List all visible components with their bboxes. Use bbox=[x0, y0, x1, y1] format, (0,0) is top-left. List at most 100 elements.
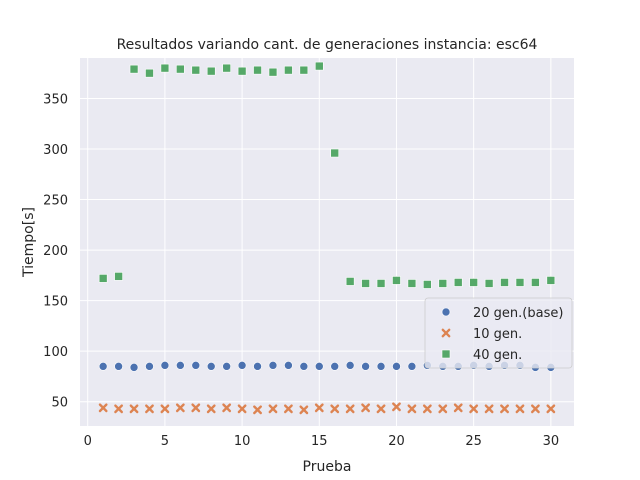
x-tick-label: 15 bbox=[311, 434, 328, 449]
data-point bbox=[453, 403, 463, 413]
data-point bbox=[206, 362, 216, 371]
data-point bbox=[175, 403, 185, 413]
data-point bbox=[376, 404, 386, 414]
data-point bbox=[500, 278, 509, 287]
x-tick-label: 25 bbox=[465, 434, 482, 449]
data-point bbox=[345, 277, 355, 286]
data-point bbox=[361, 279, 370, 288]
x-tick-label: 20 bbox=[388, 434, 405, 449]
data-point bbox=[299, 65, 309, 75]
x-tick-label: 10 bbox=[234, 434, 251, 449]
chart-title: Resultados variando cant. de generacione… bbox=[117, 37, 538, 53]
data-point bbox=[392, 362, 401, 371]
data-point bbox=[284, 361, 293, 370]
data-point bbox=[515, 404, 525, 414]
legend: 20 gen.(base) 10 gen. 40 gen. bbox=[424, 297, 573, 369]
x-tick-label: 30 bbox=[543, 434, 560, 449]
grid bbox=[80, 58, 574, 426]
data-point bbox=[176, 361, 185, 370]
data-point bbox=[546, 404, 556, 414]
data-point bbox=[222, 63, 231, 73]
data-point bbox=[129, 404, 139, 414]
data-point bbox=[268, 404, 278, 414]
data-point bbox=[160, 361, 170, 370]
legend-label: 40 gen. bbox=[473, 348, 522, 363]
data-point bbox=[191, 361, 201, 370]
data-point bbox=[191, 403, 201, 413]
y-tick-label: 150 bbox=[43, 295, 68, 310]
data-point bbox=[268, 361, 278, 370]
data-point bbox=[546, 276, 556, 285]
data-point bbox=[191, 65, 201, 75]
data-point bbox=[206, 66, 216, 76]
data-point bbox=[160, 404, 170, 414]
data-point bbox=[376, 362, 386, 371]
x-tick-label: 0 bbox=[84, 434, 92, 449]
x-tick-label: 5 bbox=[161, 434, 169, 449]
data-point bbox=[469, 404, 479, 414]
data-point bbox=[345, 361, 355, 370]
y-tick-label: 350 bbox=[43, 92, 68, 107]
data-point bbox=[314, 362, 324, 371]
legend-label: 20 gen.(base) bbox=[473, 306, 563, 321]
legend-marker bbox=[441, 349, 451, 359]
data-point bbox=[253, 405, 262, 415]
data-point bbox=[145, 68, 154, 78]
data-point bbox=[284, 404, 293, 414]
data-point bbox=[114, 362, 123, 371]
data-point bbox=[484, 279, 494, 288]
plot-area bbox=[80, 58, 574, 426]
legend-box bbox=[424, 297, 573, 369]
data-point bbox=[330, 362, 340, 371]
y-tick-label: 50 bbox=[51, 396, 68, 411]
data-point bbox=[268, 67, 278, 77]
data-point bbox=[222, 362, 231, 371]
data-point bbox=[129, 363, 139, 372]
data-point bbox=[253, 362, 262, 371]
data-point bbox=[222, 403, 232, 413]
data-point bbox=[531, 404, 540, 414]
data-point bbox=[438, 279, 448, 288]
data-point bbox=[237, 361, 247, 370]
data-point bbox=[176, 64, 185, 74]
data-point bbox=[500, 404, 509, 414]
data-point bbox=[145, 362, 154, 371]
data-point bbox=[98, 362, 108, 371]
data-point bbox=[392, 276, 401, 285]
data-point bbox=[515, 278, 525, 287]
data-point bbox=[114, 272, 123, 281]
data-point bbox=[531, 278, 540, 287]
data-point bbox=[330, 148, 340, 158]
data-point bbox=[469, 278, 478, 287]
data-point bbox=[422, 404, 432, 414]
y-tick-label: 300 bbox=[43, 143, 68, 158]
legend-marker bbox=[441, 328, 451, 338]
y-tick-label: 200 bbox=[43, 244, 68, 259]
y-tick-label: 100 bbox=[43, 345, 68, 360]
data-point bbox=[314, 61, 324, 71]
data-point bbox=[361, 362, 370, 371]
legend-label: 10 gen. bbox=[473, 327, 522, 342]
x-axis-ticks: 0 5 10 15 20 25 30 bbox=[84, 434, 560, 449]
data-point bbox=[484, 404, 494, 414]
data-point bbox=[206, 404, 216, 414]
legend-marker bbox=[441, 307, 451, 317]
data-point bbox=[330, 404, 340, 414]
data-point bbox=[237, 404, 247, 414]
y-axis-ticks: 50 100 150 200 250 300 350 bbox=[43, 92, 68, 410]
data-point bbox=[407, 279, 417, 288]
data-point bbox=[392, 402, 401, 412]
x-axis-label: Prueba bbox=[303, 459, 352, 475]
data-point bbox=[361, 403, 370, 413]
data-point bbox=[114, 404, 123, 414]
data-point bbox=[314, 403, 324, 413]
data-point bbox=[345, 404, 355, 414]
data-point bbox=[299, 405, 309, 415]
data-point bbox=[284, 65, 293, 75]
data-point bbox=[129, 64, 139, 74]
data-point bbox=[253, 65, 262, 75]
data-point bbox=[98, 274, 108, 283]
data-point bbox=[438, 404, 448, 414]
data-point bbox=[423, 280, 432, 289]
